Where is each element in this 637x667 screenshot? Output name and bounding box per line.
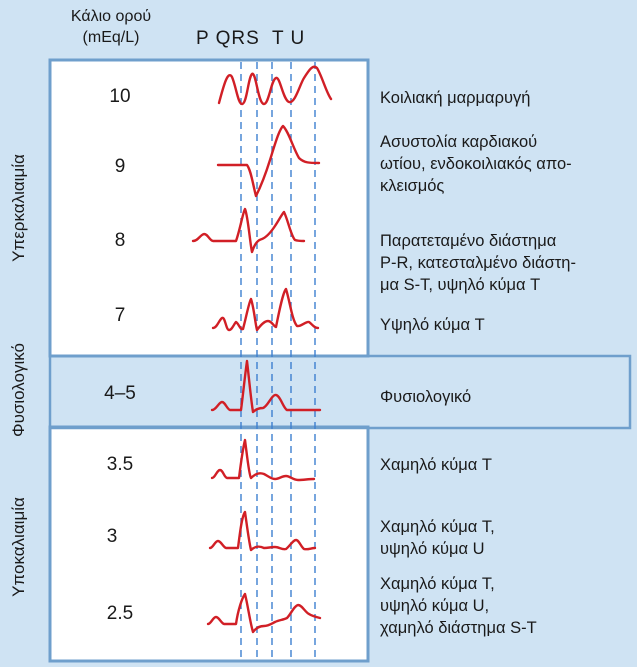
hyper-frame (48, 58, 370, 358)
ecg-trace-2-5 (206, 592, 322, 634)
ecg-description-8: Παρατεταμένο διάστημα P-R, κατεσταλμένο … (380, 232, 576, 294)
ecg-description-3-5: Χαμηλό κύμα T (380, 456, 492, 474)
ecg-description-3: Χαμηλό κύμα T, υψηλό κύμα U (380, 518, 495, 558)
potassium-value-2-5: 2.5 (106, 603, 134, 624)
group-label-hypo: Υποκαλιαιμία (9, 497, 28, 597)
potassium-value-3: 3 (106, 526, 118, 547)
group-label-hyper: Υπερκαλιαιμία (9, 154, 28, 262)
ecg-description-2-5: Χαμηλό κύμα T, υψηλό κύμα U, χαμηλό διάσ… (380, 575, 537, 637)
ecg-description-10: Κοιλιακή μαρμαρυγή (380, 89, 531, 107)
potassium-value-7: 7 (114, 305, 126, 326)
ecg-description-4-5: Φυσιολογικό (380, 388, 472, 406)
guide-lines (240, 62, 316, 659)
potassium-unit: (mEq/L) (82, 29, 140, 46)
ecg-waveforms (191, 65, 333, 634)
ecg-trace-9 (216, 124, 321, 198)
potassium-value-10: 10 (109, 86, 131, 107)
ecg-trace-3 (208, 510, 317, 552)
group-label-normal: Φυσιολογικό (9, 343, 28, 437)
wave-labels: P QRS T U (196, 28, 306, 49)
potassium-value-4-5: 4–5 (104, 383, 136, 404)
ecg-trace-7 (211, 287, 320, 332)
ecg-description-7: Υψηλό κύμα T (380, 316, 485, 334)
ecg-trace-10 (217, 65, 333, 106)
hypo-frame (48, 425, 370, 663)
potassium-value-8: 8 (114, 230, 126, 251)
ecg-description-9: Ασυστολία καρδιακού ωτίου, ενδοκοιλιακός… (380, 133, 572, 195)
potassium-header: Κάλιο ορού (70, 8, 152, 25)
potassium-value-9: 9 (114, 156, 126, 177)
ecg-trace-8 (191, 207, 306, 254)
ecg-trace-3-5 (210, 438, 316, 482)
ecg-trace-4-5 (210, 359, 322, 414)
potassium-value-3-5: 3.5 (106, 454, 134, 475)
